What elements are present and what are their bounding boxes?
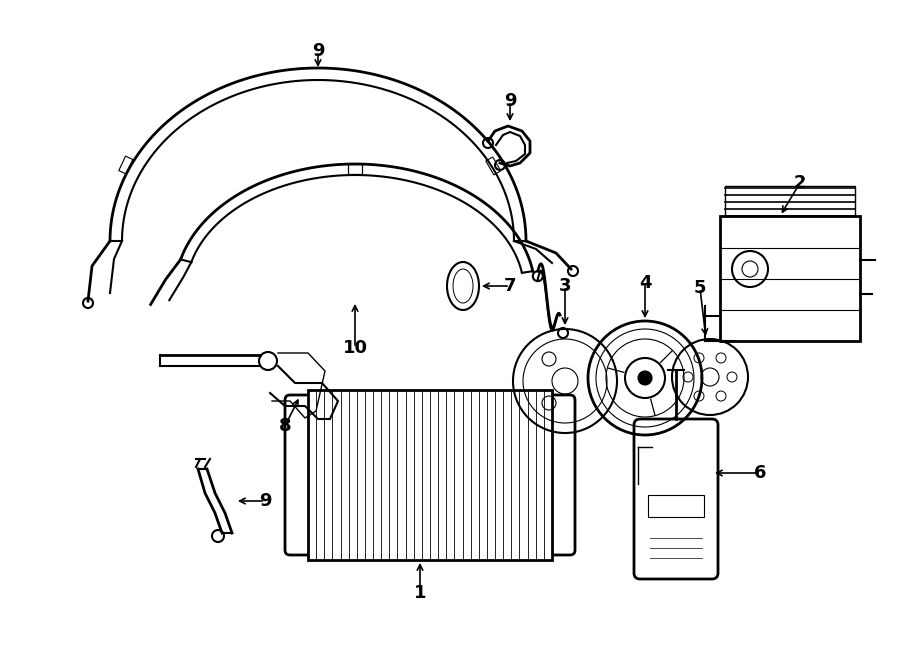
Bar	[348, 164, 362, 174]
Text: 9: 9	[259, 492, 271, 510]
Bar	[725, 186, 855, 216]
Bar	[486, 157, 500, 175]
Text: 9: 9	[504, 92, 517, 110]
Text: 5: 5	[694, 279, 706, 297]
Circle shape	[638, 371, 652, 385]
Text: 3: 3	[559, 277, 572, 295]
Bar	[308, 390, 552, 560]
Text: 7: 7	[504, 277, 517, 295]
Text: 2: 2	[794, 174, 806, 192]
Text: 1: 1	[414, 584, 427, 602]
Bar	[648, 495, 704, 517]
Text: 8: 8	[279, 417, 292, 435]
Bar	[720, 216, 860, 341]
Text: 9: 9	[311, 42, 324, 60]
Text: 4: 4	[639, 274, 652, 292]
Text: 6: 6	[754, 464, 766, 482]
Text: 10: 10	[343, 339, 367, 357]
Bar	[119, 156, 133, 174]
